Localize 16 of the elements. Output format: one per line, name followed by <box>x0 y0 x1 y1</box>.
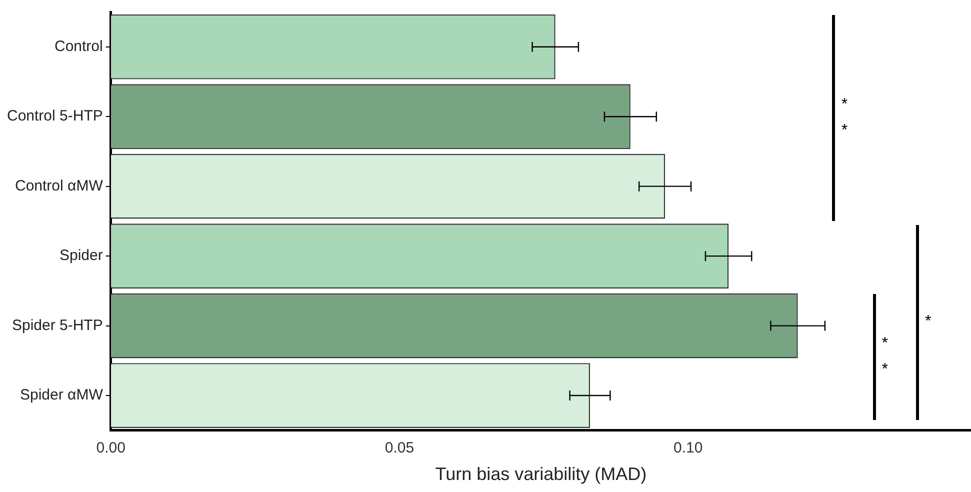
x-tick-label: 0.05 <box>384 440 414 457</box>
x-axis-title: Turn bias variability (MAD) <box>435 464 647 484</box>
y-tick-label: Spider αMW <box>20 386 104 404</box>
annotation: * * <box>880 334 889 380</box>
significance-bracket: * * <box>872 294 893 420</box>
x-tick-label: 0.00 <box>96 440 126 457</box>
y-tick-label: Control 5-HTP <box>7 108 103 125</box>
y-tick-label: Control <box>54 38 103 56</box>
annotation: * <box>924 312 932 332</box>
x-tick-label: 0.10 <box>674 440 703 457</box>
y-tick-label: Control αMW <box>15 177 104 194</box>
y-tick-label: Spider <box>60 247 103 264</box>
significance-bracket: ** <box>832 15 852 222</box>
significance-bracket: * <box>916 224 936 420</box>
y-tick-label: Spider 5-HTP <box>12 316 103 334</box>
annotation: ** <box>840 95 849 142</box>
